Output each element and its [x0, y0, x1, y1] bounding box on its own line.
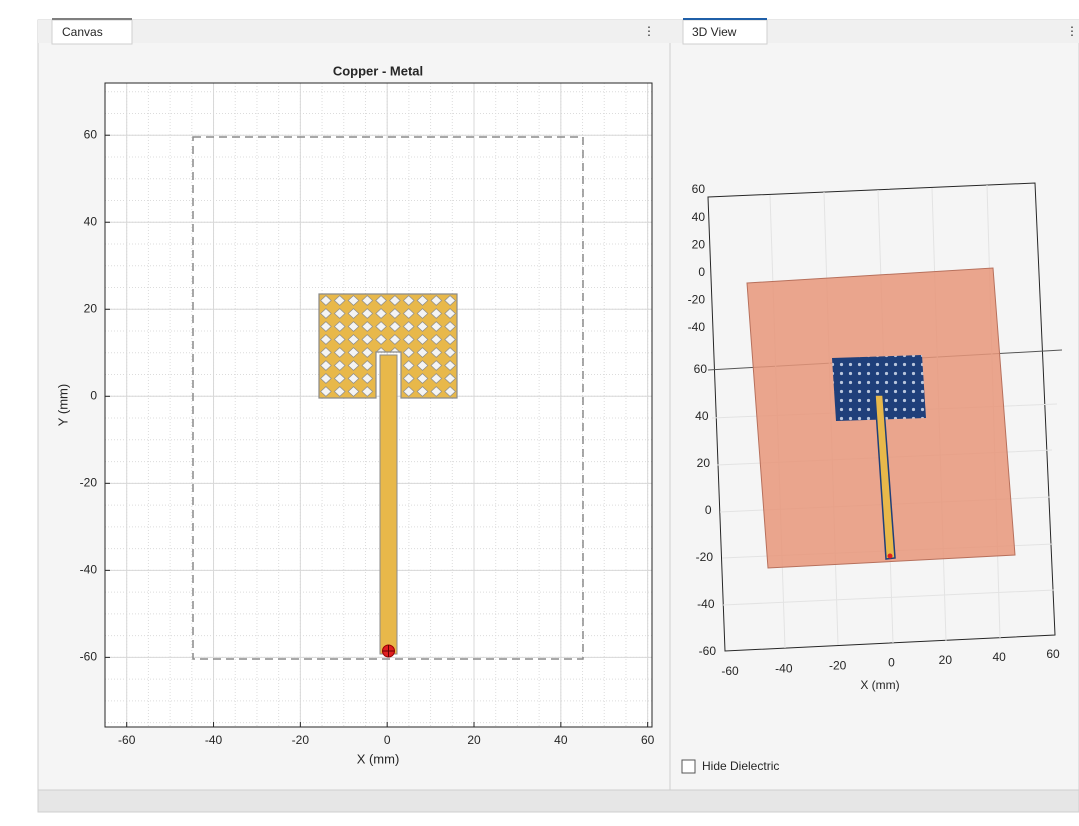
tick-label-3d: 40	[992, 650, 1006, 664]
tab-indicator	[52, 18, 132, 20]
plot-title: Copper - Metal	[333, 63, 423, 78]
tick-label-3d: -60	[699, 644, 717, 658]
tick-label-3d: 60	[692, 182, 706, 196]
patch-3d	[832, 355, 926, 421]
x-tick-label: -60	[118, 733, 136, 747]
x-tick-label: -20	[292, 733, 310, 747]
tab-bar	[670, 20, 1079, 43]
tick-label-3d: -40	[775, 661, 793, 675]
feed-cross	[382, 645, 395, 657]
tab-label[interactable]: 3D View	[692, 25, 737, 39]
tick-label-3d: -40	[697, 597, 715, 611]
tab-indicator	[683, 18, 767, 20]
status-bar	[37, 789, 1079, 813]
tick-label-3d: 60	[1046, 647, 1060, 661]
tick-label-3d: 20	[697, 456, 711, 470]
x-tick-label: 20	[467, 733, 481, 747]
tick-label-3d: -20	[696, 550, 714, 564]
menu-button[interactable]: ⋮	[643, 24, 655, 38]
patch	[318, 293, 458, 399]
board-outline	[192, 136, 584, 660]
x-tick-label: 60	[641, 733, 655, 747]
x-axis-label-3d: X (mm)	[860, 678, 899, 692]
tick-label-3d: 20	[692, 237, 706, 251]
tick-label-3d: 0	[888, 656, 895, 670]
tick-label-3d: -20	[829, 659, 847, 673]
x-tick-label: 40	[554, 733, 568, 747]
feed-line	[379, 354, 398, 655]
menu-button[interactable]: ⋮	[1066, 24, 1078, 38]
tick-label-3d: 0	[705, 503, 712, 517]
y-tick-label: 60	[84, 127, 98, 141]
feed-3d	[874, 394, 896, 560]
tick-label-3d: -20	[688, 293, 706, 307]
x-axis-label: X (mm)	[357, 751, 400, 766]
y-tick-label: 0	[90, 388, 97, 402]
tab-label[interactable]: Canvas	[62, 25, 103, 39]
y-axis-label: Y (mm)	[55, 384, 70, 426]
checkbox-label[interactable]: Hide Dielectric	[702, 759, 779, 773]
tick-label-3d: 20	[939, 653, 953, 667]
y-tick-label: -60	[80, 650, 98, 664]
y-tick-label: -40	[80, 563, 98, 577]
tick-label-3d: 40	[692, 210, 706, 224]
axes-box-3d	[707, 182, 1056, 652]
tick-label-3d: 40	[695, 409, 709, 423]
x-tick-label: 0	[384, 733, 391, 747]
feed-point-3d	[887, 553, 893, 559]
x-tick-label: -40	[205, 733, 223, 747]
y-tick-label: 20	[84, 301, 98, 315]
y-tick-label: 40	[84, 214, 98, 228]
tick-label-3d: 0	[698, 265, 705, 279]
checkbox[interactable]	[681, 759, 696, 774]
axes-box	[104, 82, 653, 728]
tick-label-3d: 60	[694, 362, 708, 376]
tick-label-3d: -40	[688, 320, 706, 334]
tab-bar	[38, 20, 670, 43]
y-tick-label: -20	[80, 475, 98, 489]
plot-area	[105, 83, 652, 727]
tick-label-3d: -60	[721, 664, 739, 678]
